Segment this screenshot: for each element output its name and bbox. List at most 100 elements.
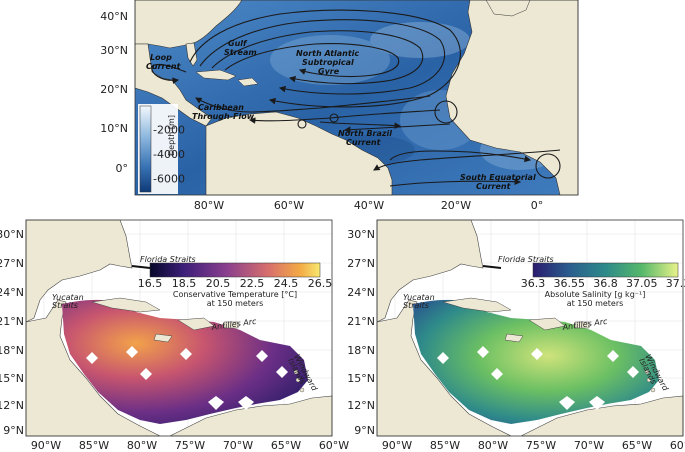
gulf-stream-label-1: Gulf <box>228 39 248 48</box>
north-america-land <box>134 0 243 49</box>
depth-colorbar-gradient <box>139 105 152 193</box>
temperature-cuba-land <box>91 297 161 313</box>
temp-lat-tick: 27°N <box>0 257 24 270</box>
temperature-hispaniola-land <box>177 317 215 331</box>
salinity_map-colorbar-tick: 36.8 <box>593 277 618 290</box>
salinity-yucatan-label-1: Yucatan <box>403 293 435 302</box>
temperature-field <box>62 299 308 424</box>
temperature-yucatan-label-2: Straits <box>52 301 78 310</box>
temp-lon-tick: 70°W <box>223 439 253 452</box>
salinity-north-america-land <box>376 219 484 323</box>
gyre-label-2: Subtropical <box>302 58 354 67</box>
salinity-gaps <box>437 346 639 410</box>
sal-lat-tick: 12°N <box>347 399 375 412</box>
temperature-map: 16.5 18.5 20.5 22.5 24.5 26.5 Conservative Te… <box>0 219 349 452</box>
temp-lon-tick: 75°W <box>175 439 205 452</box>
temp-lon-tick: 60°W <box>319 439 349 452</box>
gyre-label-1: North Atlantic <box>296 49 359 58</box>
sal-lat-tick: 27°N <box>347 257 375 270</box>
south-america-land <box>205 111 393 196</box>
atlantic-map: Gulf Stream Loop Current North Atlantic … <box>100 0 579 212</box>
sal-lat-tick: 9°N <box>354 424 375 437</box>
top-lon-tick: 0° <box>531 199 544 212</box>
top-lat-tick: 10°N <box>100 122 128 135</box>
temp-lat-tick: 15°N <box>0 372 24 385</box>
caribbean-label-1: Caribbean <box>198 103 244 112</box>
salinity-field <box>413 299 659 424</box>
salinity-jamaica-land <box>504 333 524 343</box>
temperature-central-america-land <box>25 299 161 437</box>
temperature_map-colorbar-tick: 24.5 <box>274 277 299 290</box>
temperature-florida-straits-line <box>131 265 151 269</box>
top-lat-tick: 30°N <box>100 44 128 57</box>
atlantic-map-frame <box>134 0 579 196</box>
iberia-land <box>485 0 531 17</box>
salinity-hispaniola-land <box>528 317 566 331</box>
temperature-colorbar-title-2: at 150 meters <box>207 299 264 308</box>
temperature-yucatan-label-1: Yucatan <box>52 293 84 302</box>
temp-lon-tick: 80°W <box>127 439 157 452</box>
top-lat-tick: 40°N <box>100 10 128 23</box>
salinity-colorbar-title-1: Absolute Salinity [g kg⁻¹] <box>545 290 646 299</box>
temperature_map-colorbar-tick: 22.5 <box>240 277 265 290</box>
sal-lat-tick: 21°N <box>347 315 375 328</box>
temp-lat-tick: 21°N <box>0 315 24 328</box>
gulf-stream-label-2: Stream <box>224 48 257 57</box>
salinity-central-america-land <box>376 299 512 437</box>
temp-lon-tick: 85°W <box>79 439 109 452</box>
salinity-florida-straits-line <box>482 265 502 269</box>
temperature-colorbar-gradient <box>149 262 321 278</box>
temperature-north-america-land <box>25 219 133 323</box>
temp-lat-tick: 9°N <box>3 424 24 437</box>
depth-colorbar-tick: -4000 <box>153 148 185 161</box>
top-lon-tick: 20°W <box>441 199 471 212</box>
sal-lat-tick: 30°N <box>347 228 375 241</box>
sal-lon-tick: 80°W <box>478 439 508 452</box>
caribbean-label-2: Through-Flow <box>192 112 255 121</box>
sal-lon-tick: 70°W <box>574 439 604 452</box>
top-lon-tick: 80°W <box>194 199 224 212</box>
top-lon-tick: 60°W <box>274 199 304 212</box>
south-equatorial-label-1: South Equatorial <box>460 173 536 182</box>
temperature-florida-label: Florida Straits <box>140 255 196 264</box>
sal-lon-tick: 85°W <box>430 439 460 452</box>
salinity-lesser-antilles <box>644 369 656 393</box>
salinity-florida-label: Florida Straits <box>498 255 554 264</box>
temp-lat-tick: 24°N <box>0 286 24 299</box>
temp-lat-tick: 18°N <box>0 344 24 357</box>
salinity-cuba-land <box>442 297 512 313</box>
depth-colorbar: -2000 -4000 -6000 Depth [m] <box>138 104 185 194</box>
top-lat-tick: 0° <box>116 162 129 175</box>
top-lat-tick: 20°N <box>100 83 128 96</box>
sal-lon-tick: 90°W <box>382 439 412 452</box>
sal-lat-tick: 15°N <box>347 372 375 385</box>
depth-colorbar-label: Depth [m] <box>167 115 176 156</box>
gyre-label-3: Gyre <box>318 67 340 76</box>
south-equatorial-label-2: Current <box>476 182 512 191</box>
sal-lat-tick: 18°N <box>347 344 375 357</box>
salinity_map-colorbar-tick: 36.3 <box>521 277 546 290</box>
temperature-map-frame <box>25 219 333 437</box>
sal-lon-tick: 65°W <box>622 439 652 452</box>
temperature_map-colorbar-tick: 18.5 <box>172 277 197 290</box>
florida-land <box>185 42 198 67</box>
salinity-colorbar-title-2: at 150 meters <box>567 299 624 308</box>
loop-current-label-2: Current <box>146 62 182 71</box>
sal-lon-tick: 60°W <box>670 439 685 452</box>
depth-colorbar-tick: -6000 <box>153 173 185 186</box>
salinity-map-frame <box>376 219 684 437</box>
temperature-lesser-antilles <box>293 369 305 393</box>
current-streamlines <box>151 9 561 187</box>
depth-colorbar-tick: -2000 <box>153 124 185 137</box>
hispaniola-land <box>237 77 259 87</box>
loop-current-label-1: Loop <box>150 53 172 62</box>
temperature-puerto-rico-land <box>223 321 239 329</box>
sal-lat-tick: 24°N <box>347 286 375 299</box>
sal-lon-tick: 75°W <box>526 439 556 452</box>
cuba-land <box>195 69 237 81</box>
temp-lon-tick: 90°W <box>31 439 61 452</box>
temperature-jamaica-land <box>153 333 173 343</box>
north-brazil-label-2: Current <box>346 138 382 147</box>
salinity_map-colorbar-tick: 37.3 <box>666 277 685 290</box>
